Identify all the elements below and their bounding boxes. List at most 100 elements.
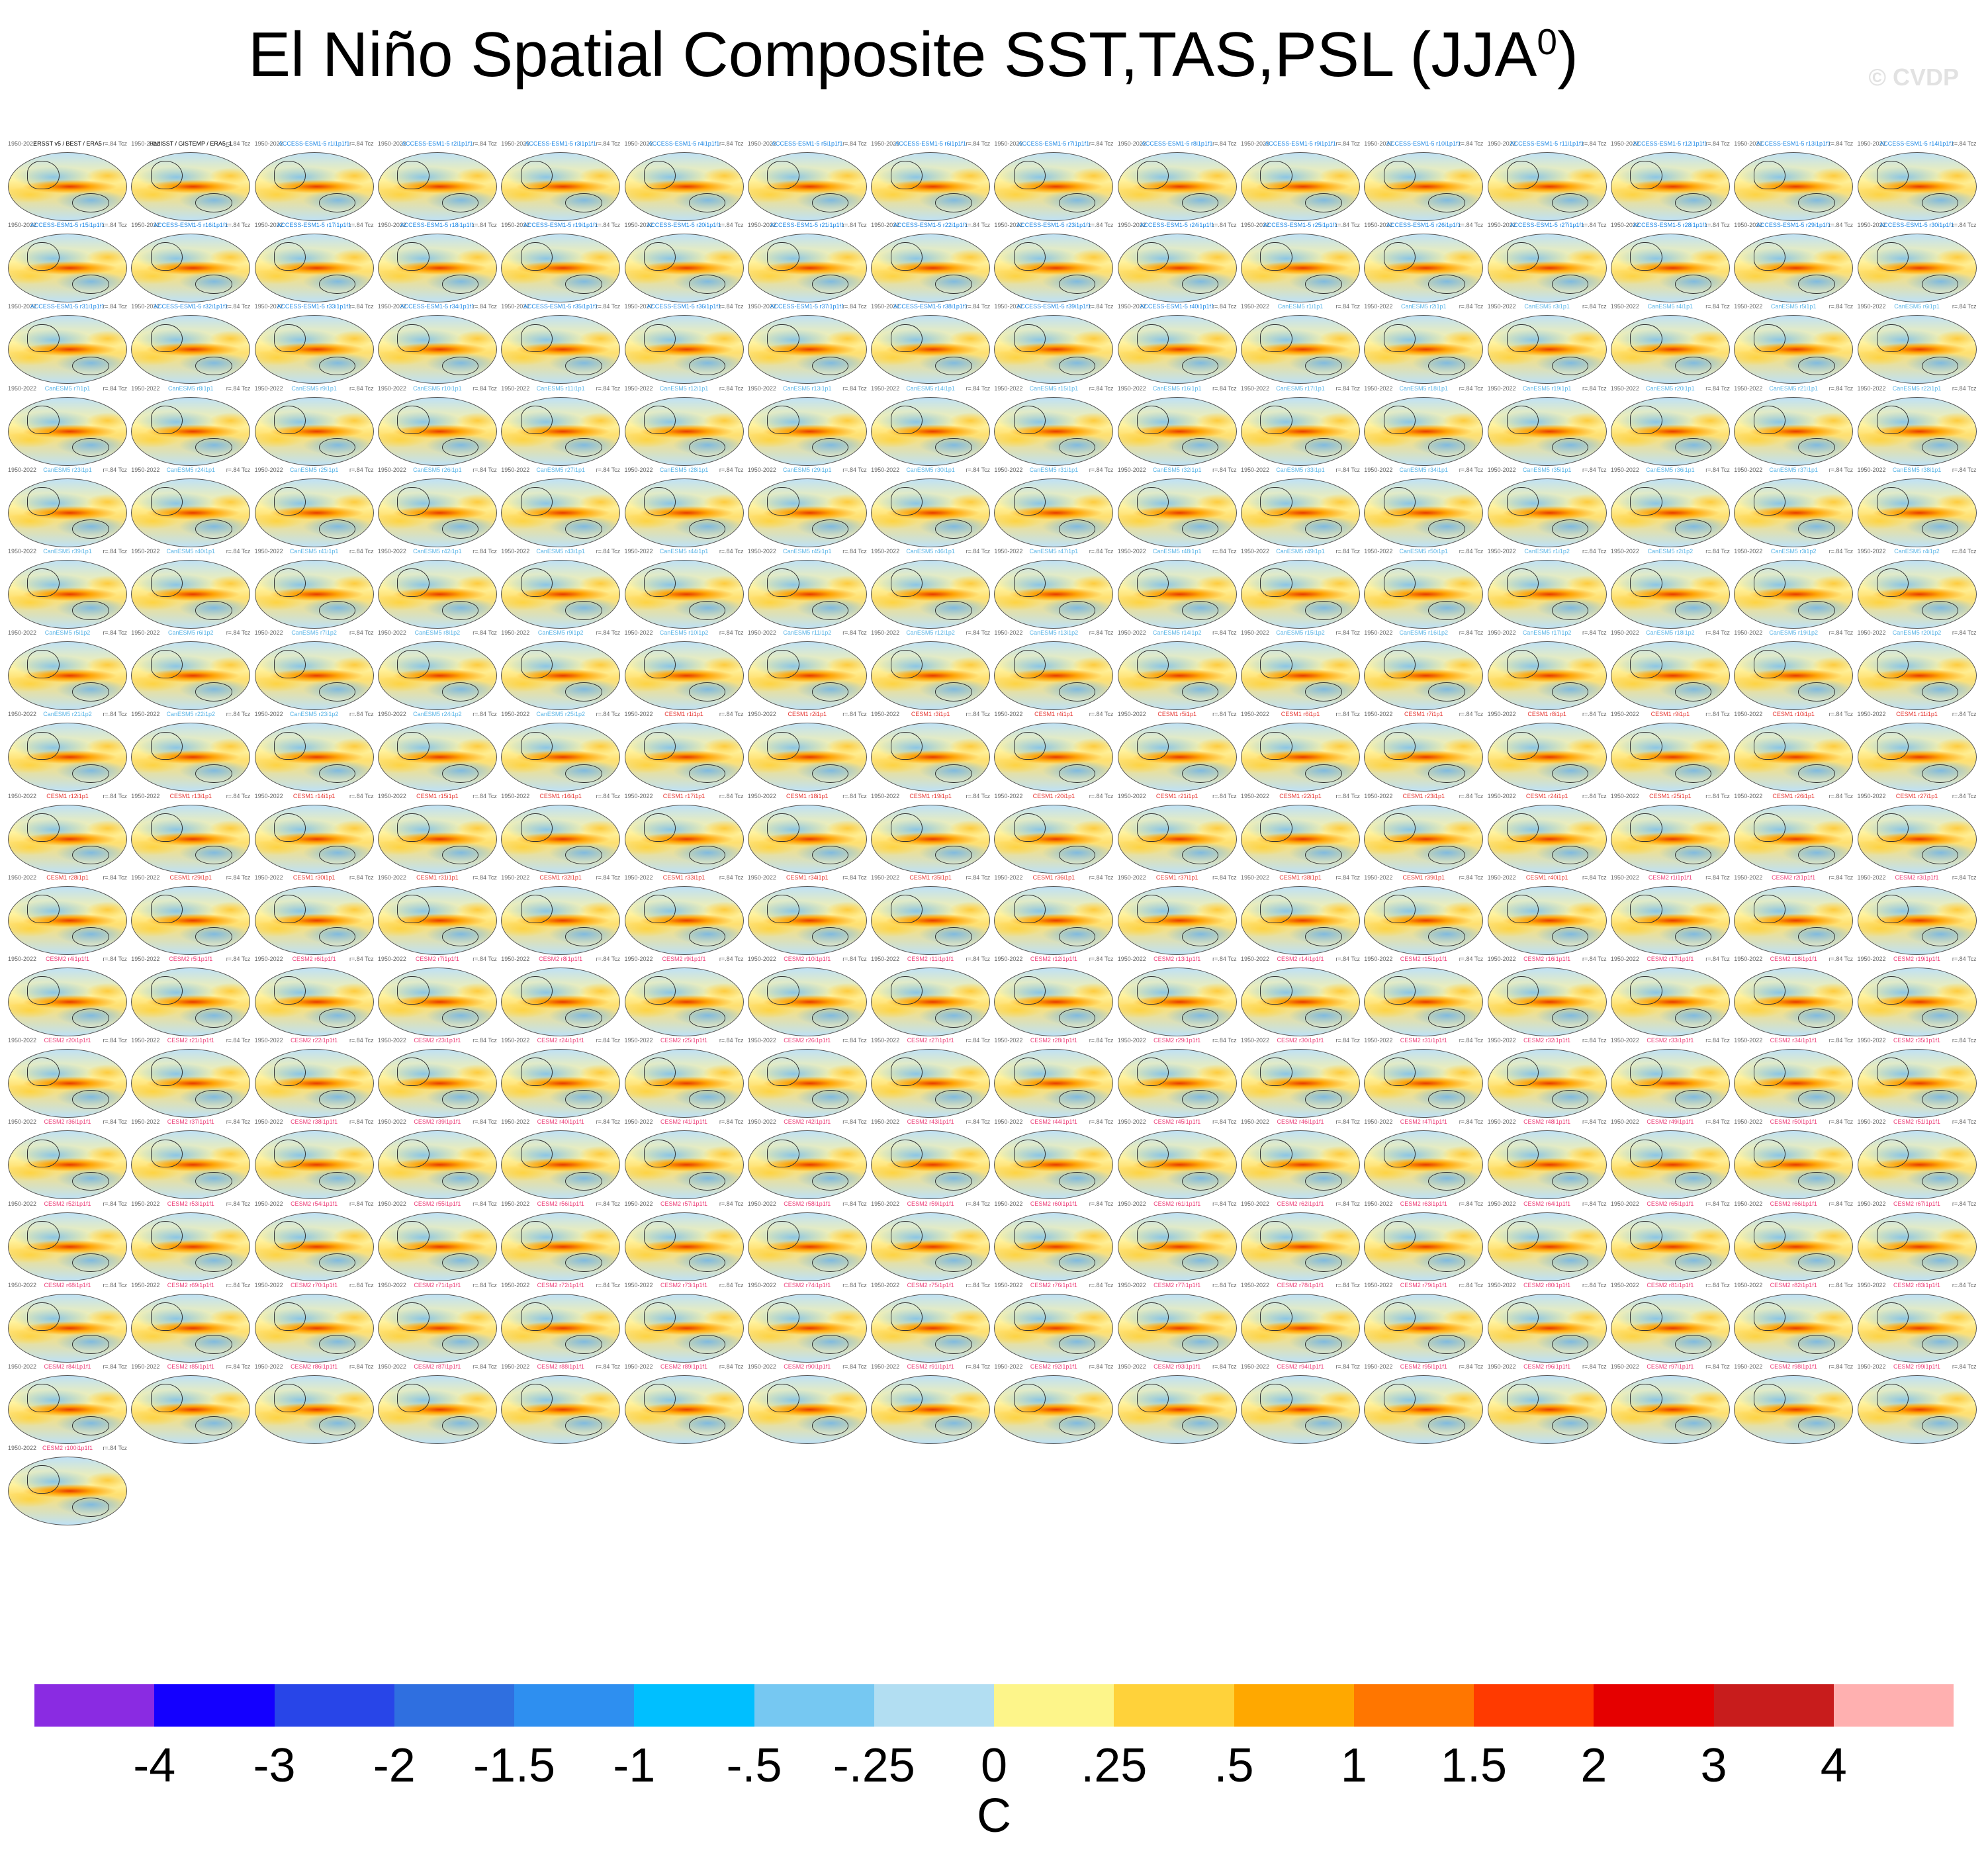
panel-title: ACCESS-ESM1-5 r38i1p1f1 [893, 303, 968, 310]
panel-period: 1950-2022 [377, 466, 406, 473]
globe-map [871, 804, 991, 874]
globe-map [994, 723, 1114, 792]
map-panel: 1950-2022 ACCESS-ESM1-5 r32i1p1f1 r=.84 Tc… [131, 303, 251, 384]
panel-title: CESM2 r67i1p1f1 [1893, 1200, 1941, 1207]
map-panel: 1950-2022 CESM2 r98i1p1f1 r=.84 Tcz [1734, 1363, 1854, 1444]
colorbar-units: C [977, 1789, 1011, 1842]
map-panel: 1950-2022 CESM2 r87i1p1f1 r=.84 Tcz [377, 1363, 497, 1444]
map-panel: 1950-2022 CESM2 r42i1p1f1 r=.84 Tcz [747, 1118, 867, 1200]
map-panel: 1950-2022 CanESM5 r30i1p1 r=.84 Tcz [871, 467, 991, 547]
panel-stat: r=.84 Tcz [1089, 548, 1114, 555]
map-panel: 1950-2022 CanESM5 r42i1p1 r=.84 Tcz [377, 548, 497, 629]
globe-map [1487, 478, 1607, 547]
panel-stat: r=.84 Tcz [842, 466, 867, 473]
panel-title: CanESM5 r10i1p2 [659, 629, 709, 637]
panel-period: 1950-2022 [747, 1118, 776, 1126]
map-panel: 1950-2022 CESM2 r31i1p1f1 r=.84 Tcz [1364, 1037, 1484, 1118]
panel-period: 1950-2022 [747, 1037, 776, 1044]
panel-period: 1950-2022 [501, 1037, 530, 1044]
panel-stat: r=.84 Tcz [1089, 384, 1114, 392]
panel-period: 1950-2022 [254, 466, 283, 473]
panel-title: ACCESS-ESM1-5 r28i1p1f1 [1633, 222, 1708, 229]
panel-stat: r=.84 Tcz [1952, 792, 1977, 799]
panel-title: CESM1 r4i1p1 [1034, 711, 1073, 718]
panel-stat: r=.84 Tcz [473, 874, 497, 881]
panel-title: CanESM5 r40i1p1 [166, 548, 216, 555]
panel-stat: r=.84 Tcz [719, 1363, 744, 1370]
panel-period: 1950-2022 [1117, 1037, 1146, 1044]
map-panel: 1950-2022 ERSST v5 / BEST / ERA5 r=.84 Tcz [8, 140, 127, 221]
globe-map [254, 560, 374, 629]
panel-stat: r=.84 Tcz [103, 1037, 127, 1044]
panel-period: 1950-2022 [254, 1037, 283, 1044]
panel-period: 1950-2022 [624, 956, 653, 962]
globe-map [254, 641, 374, 711]
panel-stat: r=.84 Tcz [226, 222, 251, 229]
panel-stat: r=.84 Tcz [226, 629, 251, 637]
panel-title: CESM2 r66i1p1f1 [1770, 1200, 1817, 1207]
globe-map [1487, 1212, 1607, 1281]
panel-period: 1950-2022 [1734, 222, 1763, 229]
map-panel: 1950-2022 CanESM5 r18i1p2 r=.84 Tcz [1610, 629, 1730, 711]
panel-title: ACCESS-ESM1-5 r36i1p1f1 [647, 303, 721, 310]
panel-stat: r=.84 Tcz [349, 303, 374, 310]
panel-title: CESM2 r85i1p1f1 [167, 1363, 214, 1370]
panel-stat: r=.84 Tcz [349, 1363, 374, 1370]
panel-title: ACCESS-ESM1-5 r12i1p1f1 [1633, 140, 1708, 147]
panel-period: 1950-2022 [377, 1037, 406, 1044]
map-panel: 1950-2022 CESM2 r90i1p1f1 r=.84 Tcz [747, 1363, 867, 1444]
globe-map [1117, 804, 1237, 874]
globe-map [1610, 315, 1730, 384]
panel-period: 1950-2022 [1857, 1118, 1886, 1126]
panel-title: ACCESS-ESM1-5 r30i1p1f1 [1879, 222, 1954, 229]
globe-map [1734, 234, 1854, 303]
map-panel: 1950-2022 CanESM5 r6i1p2 r=.84 Tcz [131, 629, 251, 711]
globe-map [1241, 1293, 1360, 1363]
globe-map [1241, 152, 1360, 221]
map-panel: 1950-2022 CESM2 r78i1p1f1 r=.84 Tcz [1241, 1282, 1360, 1363]
globe-map [1857, 641, 1977, 711]
map-panel: 1950-2022 CESM2 r88i1p1f1 r=.84 Tcz [501, 1363, 621, 1444]
globe-map [1487, 804, 1607, 874]
panel-stat: r=.84 Tcz [1335, 711, 1360, 718]
panel-stat: r=.84 Tcz [1829, 792, 1854, 799]
map-panel: 1950-2022 CESM2 r80i1p1f1 r=.84 Tcz [1487, 1282, 1607, 1363]
panel-period: 1950-2022 [1857, 629, 1886, 637]
panel-title: CESM2 r56i1p1f1 [537, 1200, 584, 1207]
globe-map [1364, 152, 1484, 221]
panel-title: CESM1 r3i1p1 [911, 711, 950, 718]
map-panel: 1950-2022 CESM2 r10i1p1f1 r=.84 Tcz [747, 956, 867, 1036]
globe-map [377, 396, 497, 466]
panel-stat: r=.84 Tcz [1952, 711, 1977, 718]
globe-map [501, 804, 621, 874]
globe-map [624, 478, 744, 547]
panel-title: ACCESS-ESM1-5 r7i1p1f1 [1018, 140, 1090, 147]
colorbar-box [1474, 1684, 1594, 1727]
map-panel: 1950-2022 CanESM5 r46i1p1 r=.84 Tcz [871, 548, 991, 629]
panel-stat: r=.84 Tcz [473, 303, 497, 310]
panel-stat: r=.84 Tcz [1829, 222, 1854, 229]
map-panel: 1950-2022 ACCESS-ESM1-5 r25i1p1f1 r=.84 Tc… [1241, 222, 1360, 303]
colorbar-box [1833, 1684, 1954, 1727]
map-panel: 1950-2022 CanESM5 r13i1p2 r=.84 Tcz [994, 629, 1114, 711]
panel-period: 1950-2022 [1857, 956, 1886, 962]
panel-title: CESM2 r64i1p1f1 [1523, 1200, 1571, 1207]
panel-title: CESM2 r83i1p1f1 [1893, 1281, 1941, 1288]
panel-period: 1950-2022 [131, 874, 160, 881]
panel-period: 1950-2022 [377, 629, 406, 637]
globe-map [1610, 234, 1730, 303]
panel-title: ACCESS-ESM1-5 r21i1p1f1 [770, 222, 845, 229]
panel-title: CanESM5 r17i1p2 [1522, 629, 1572, 637]
globe-map [377, 1130, 497, 1200]
panel-period: 1950-2022 [1117, 466, 1146, 473]
panel-period: 1950-2022 [1487, 222, 1516, 229]
panel-title: CanESM5 r27i1p1 [536, 466, 585, 473]
panel-stat: r=.84 Tcz [103, 1200, 127, 1207]
panel-stat: r=.84 Tcz [1705, 466, 1730, 473]
panel-stat: r=.84 Tcz [719, 874, 744, 881]
map-panel: 1950-2022 CESM2 r18i1p1f1 r=.84 Tcz [1734, 956, 1854, 1036]
panel-stat: r=.84 Tcz [1705, 548, 1730, 555]
panel-stat: r=.84 Tcz [103, 303, 127, 310]
panel-title: CESM2 r36i1p1f1 [44, 1118, 91, 1126]
panel-period: 1950-2022 [1487, 874, 1516, 881]
